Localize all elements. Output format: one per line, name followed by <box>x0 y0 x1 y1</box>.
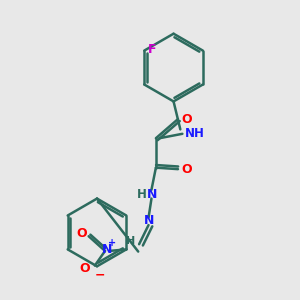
Text: NH: NH <box>184 127 204 140</box>
Text: F: F <box>148 43 156 56</box>
Text: N: N <box>102 243 112 256</box>
Text: H: H <box>126 236 136 246</box>
Text: H: H <box>137 188 147 201</box>
Text: +: + <box>108 238 116 248</box>
Text: O: O <box>76 227 87 240</box>
Text: N: N <box>144 214 154 227</box>
Text: O: O <box>181 112 191 126</box>
Text: −: − <box>95 268 105 281</box>
Text: N: N <box>147 188 157 201</box>
Text: O: O <box>79 262 89 275</box>
Text: O: O <box>181 163 191 176</box>
